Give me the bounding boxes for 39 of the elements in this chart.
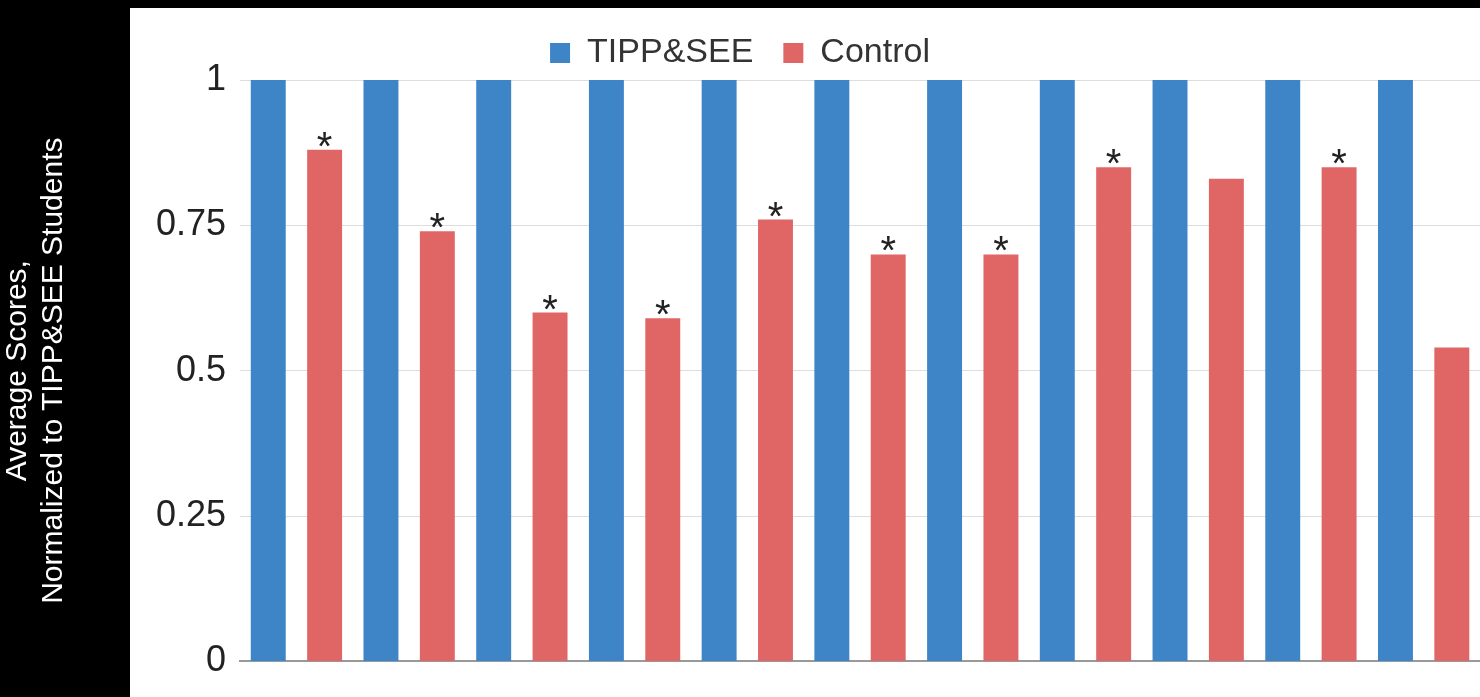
bar <box>1377 80 1413 661</box>
bar <box>983 254 1019 661</box>
bar <box>476 80 512 661</box>
bar <box>927 80 963 661</box>
legend-label: TIPP&SEE <box>587 31 754 70</box>
y-tick-label: 1 <box>206 56 227 98</box>
bar <box>1039 80 1075 661</box>
bar <box>1265 80 1301 661</box>
data-label: * <box>1105 141 1122 186</box>
bar <box>758 219 793 661</box>
data-label: * <box>542 286 558 331</box>
data-label: * <box>993 228 1009 273</box>
bar <box>419 231 455 661</box>
bar <box>1152 80 1188 661</box>
bar <box>588 80 624 661</box>
bar <box>363 80 399 661</box>
data-label: * <box>767 193 784 238</box>
y-axis-title: Average Scores, Normalized to TIPP&SEE Students <box>0 137 69 604</box>
bar <box>1321 167 1357 661</box>
bar <box>870 254 906 661</box>
bar <box>250 80 286 661</box>
bar <box>814 80 850 661</box>
data-label: * <box>316 123 333 168</box>
bar <box>1096 167 1132 661</box>
data-label: * <box>429 205 446 250</box>
data-label: * <box>654 292 671 337</box>
bar <box>532 312 568 661</box>
bar <box>701 80 737 661</box>
legend-label: Control <box>820 31 930 70</box>
y-tick-label: 0.5 <box>176 347 227 389</box>
bar <box>307 149 343 661</box>
y-tick-label: 0 <box>206 638 227 680</box>
data-label: * <box>1331 141 1347 186</box>
y-tick-label: 0.75 <box>155 202 227 244</box>
bar <box>1208 178 1244 661</box>
data-label: * <box>880 228 896 273</box>
bar <box>1434 347 1470 661</box>
bar <box>645 318 681 661</box>
y-tick-label: 0.25 <box>155 492 227 534</box>
